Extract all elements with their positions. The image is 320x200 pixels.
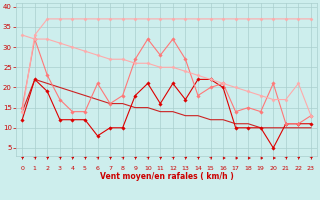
X-axis label: Vent moyen/en rafales ( km/h ): Vent moyen/en rafales ( km/h ): [100, 172, 234, 181]
